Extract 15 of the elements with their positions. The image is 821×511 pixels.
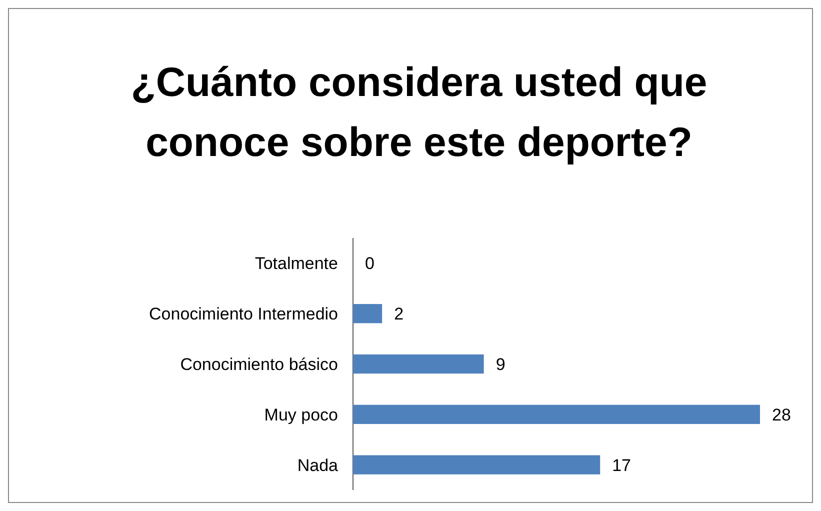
y-tick-label: Nada: [297, 456, 339, 475]
bar: [353, 404, 760, 424]
y-tick-label: Conocimiento básico: [180, 355, 338, 374]
data-label: 9: [496, 355, 506, 374]
data-label: 28: [772, 405, 791, 424]
y-tick-label: Muy poco: [264, 405, 338, 424]
data-label: 17: [612, 456, 632, 475]
chart-title: ¿Cuánto considera usted que conoce sobre este deporte?: [130, 59, 708, 165]
bar: [353, 455, 600, 474]
data-label: 0: [365, 254, 374, 274]
bar: [353, 304, 382, 324]
y-tick-label: Totalmente: [254, 254, 338, 274]
y-tick-label: Conocimiento Intermedio: [149, 304, 338, 324]
bar: [353, 354, 484, 374]
data-label: 2: [394, 304, 404, 324]
